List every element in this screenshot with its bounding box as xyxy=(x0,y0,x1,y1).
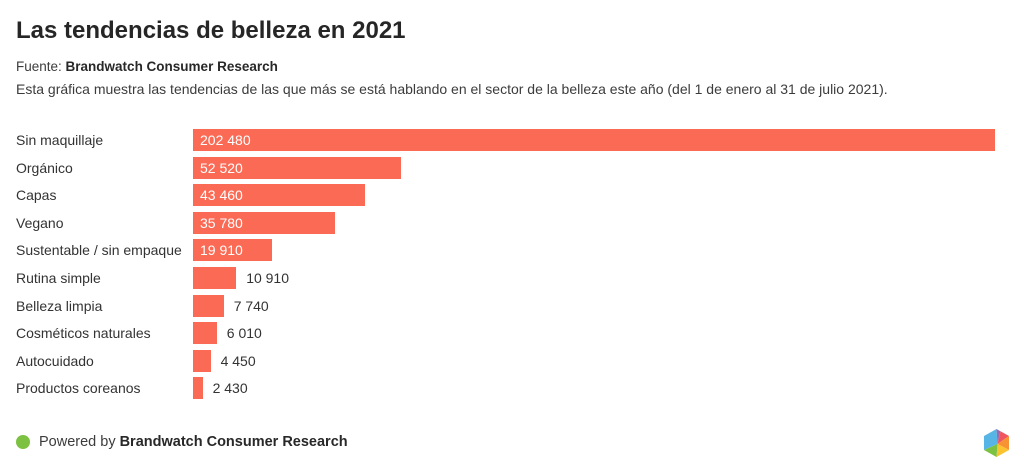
bar: 202 480 xyxy=(193,129,995,151)
chart-row: Vegano 35 780 xyxy=(16,211,1014,234)
category-label: Sin maquillaje xyxy=(16,132,104,148)
category-label: Autocuidado xyxy=(16,352,94,369)
category-label: Vegano xyxy=(16,214,64,231)
bar xyxy=(193,266,237,289)
footer: Powered by Brandwatch Consumer Research xyxy=(16,433,348,451)
chart-title: Las tendencias de belleza en 2021 xyxy=(16,17,406,44)
bar-track: 35 780 xyxy=(193,211,1014,234)
chart-row: Rutina simple 10 910 xyxy=(16,266,1014,289)
value-label: 19 910 xyxy=(200,242,243,259)
value-label: 52 520 xyxy=(200,159,243,176)
bar: 52 520 xyxy=(193,156,401,179)
value-label: 10 910 xyxy=(246,269,290,286)
bar xyxy=(193,294,224,317)
bar: 35 780 xyxy=(193,211,335,234)
value-label: 7 740 xyxy=(233,297,269,314)
category-label: Productos coreanos xyxy=(16,380,141,397)
source-name: Brandwatch Consumer Research xyxy=(65,59,278,74)
powered-by-brand: Brandwatch Consumer Research xyxy=(119,434,348,450)
chart-row: Sin maquillaje 202 480 xyxy=(16,129,1014,151)
bar-track: 202 480 xyxy=(193,129,1014,151)
bar xyxy=(193,349,211,372)
brandwatch-hexagon-logo xyxy=(984,429,1009,457)
bar-track: 6 010 xyxy=(193,322,1014,345)
bar-chart: Sin maquillaje 202 480 Orgánico 52 520 Capas… xyxy=(16,129,1014,400)
chart-row: Productos coreanos 2 430 xyxy=(16,377,1014,400)
chart-row: Capas 43 460 xyxy=(16,184,1014,207)
value-label: 43 460 xyxy=(200,187,243,204)
bar: 19 910 xyxy=(193,239,272,262)
bar-track: 19 910 xyxy=(193,239,1014,262)
bar-track: 52 520 xyxy=(193,156,1014,179)
bar-track: 10 910 xyxy=(193,266,1014,289)
bar: 43 460 xyxy=(193,184,366,207)
powered-by-label: Powered by xyxy=(39,434,116,450)
value-label: 4 450 xyxy=(220,352,256,369)
bar xyxy=(193,377,203,400)
category-label: Belleza limpia xyxy=(16,297,103,314)
bar-track: 7 740 xyxy=(193,294,1014,317)
chart-row: Sustentable / sin empaque 19 910 xyxy=(16,239,1014,262)
category-label: Sustentable / sin empaque xyxy=(16,242,182,259)
category-label: Orgánico xyxy=(16,159,73,176)
chart-row: Belleza limpia 7 740 xyxy=(16,294,1014,317)
category-label: Rutina simple xyxy=(16,269,101,286)
bar-track: 43 460 xyxy=(193,184,1014,207)
value-label: 2 430 xyxy=(212,380,248,397)
value-label: 202 480 xyxy=(200,132,251,148)
bar-track: 4 450 xyxy=(193,349,1014,372)
bar-track: 2 430 xyxy=(193,377,1014,400)
category-label: Cosméticos naturales xyxy=(16,325,151,342)
brand-dot-icon xyxy=(16,435,30,449)
value-label: 6 010 xyxy=(226,325,262,342)
bar xyxy=(193,322,217,345)
chart-row: Autocuidado 4 450 xyxy=(16,349,1014,372)
source-line: Fuente: Brandwatch Consumer Research xyxy=(16,59,278,75)
chart-row: Orgánico 52 520 xyxy=(16,156,1014,179)
chart-row: Cosméticos naturales 6 010 xyxy=(16,322,1014,345)
value-label: 35 780 xyxy=(200,214,243,231)
chart-description: Esta gráfica muestra las tendencias de l… xyxy=(16,81,888,97)
source-prefix-label: Fuente: xyxy=(16,59,62,74)
category-label: Capas xyxy=(16,187,57,204)
